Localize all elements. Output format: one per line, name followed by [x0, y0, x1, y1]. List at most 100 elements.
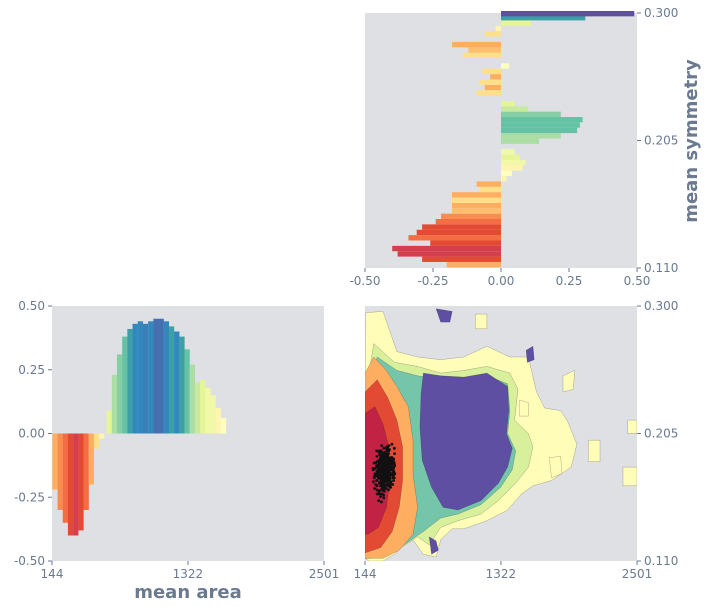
y-tick-label: -0.50 — [14, 554, 45, 568]
density-region — [475, 313, 488, 330]
area-histogram-bar — [73, 433, 79, 536]
area-histogram-bar — [122, 336, 128, 434]
symmetry-histogram-bar — [495, 25, 501, 32]
scatter-point — [380, 471, 383, 474]
area-histogram-bar — [127, 328, 133, 434]
scatter-point — [393, 446, 396, 450]
x-tick-label: 1322 — [486, 567, 517, 581]
symmetry-histogram-bar — [501, 170, 512, 177]
scatter-point — [379, 467, 383, 470]
area-histogram-bar — [205, 387, 211, 434]
symmetry-histogram-bar — [452, 202, 501, 209]
area-histogram-bar — [57, 433, 63, 510]
density-region — [622, 466, 637, 487]
symmetry-histogram-bar — [501, 149, 515, 155]
scatter-point — [383, 456, 386, 460]
scatter-point — [375, 479, 379, 482]
scatter-point — [393, 452, 396, 455]
scatter-point — [375, 449, 379, 453]
scatter-point — [379, 480, 382, 484]
scatter-point — [380, 488, 383, 492]
symmetry-histogram-bar — [422, 224, 501, 230]
scatter-point — [380, 500, 383, 504]
symmetry-histogram-bar — [501, 117, 583, 123]
area-histogram-bar — [106, 410, 112, 434]
area-histogram-bar — [132, 323, 138, 434]
scatter-point — [386, 480, 390, 484]
area-histogram-bar — [158, 318, 164, 434]
scatter-point — [387, 458, 390, 462]
symmetry-histogram-bar — [501, 154, 521, 160]
x-tick-label: 2501 — [309, 567, 340, 581]
scatter-point — [376, 469, 379, 473]
symmetry-histogram-bar — [481, 68, 501, 75]
x-tick-label: -0.25 — [417, 274, 448, 288]
area-histogram-bar — [142, 323, 149, 434]
scatter-point — [391, 476, 395, 480]
symmetry-histogram-bar — [422, 256, 501, 262]
symmetry-histogram-bar — [501, 106, 529, 112]
scatter-point — [384, 458, 388, 462]
density-region — [435, 308, 453, 323]
symmetry-histogram-bar — [501, 100, 515, 107]
area-histogram-bar — [163, 321, 170, 434]
scatter-point — [375, 488, 379, 492]
area-histogram-bar — [194, 382, 201, 434]
density-region — [562, 369, 575, 393]
x-tick-label: 0.50 — [624, 274, 651, 288]
scatter-point — [385, 473, 389, 477]
scatter-point — [377, 492, 381, 496]
density-region — [548, 456, 563, 479]
symmetry-histogram-bar — [479, 79, 501, 85]
scatter-point — [380, 450, 384, 454]
symmetry-histogram-bar — [501, 133, 561, 139]
scatter-point — [390, 468, 394, 472]
symmetry-histogram-bar — [501, 127, 578, 134]
symmetry-histogram-bar — [435, 219, 501, 225]
y-tick-label: 0.50 — [18, 299, 45, 313]
y-tick-label: 0.00 — [18, 427, 45, 441]
scatter-point — [382, 475, 386, 478]
y-tick-label: 0.300 — [644, 299, 678, 313]
density-region — [518, 399, 529, 417]
scatter-point — [391, 472, 395, 476]
symmetry-histogram-bar — [476, 90, 501, 96]
area-histogram-bar — [174, 331, 180, 434]
area-histogram-bar — [93, 433, 100, 449]
scatter-point — [375, 484, 379, 488]
y-tick-label: 0.205 — [644, 427, 678, 441]
symmetry-histogram-bar — [392, 245, 501, 252]
scatter-point — [383, 477, 387, 481]
area-histogram-bar — [88, 433, 95, 485]
area-histogram-bar — [153, 318, 159, 434]
area-histogram-bar — [99, 433, 105, 439]
area-histogram-bar — [111, 374, 118, 434]
scatter-point — [374, 472, 378, 476]
scatter-point — [377, 450, 381, 454]
area-histogram-bar — [116, 354, 123, 434]
scatter-point — [387, 488, 390, 492]
area-histogram-bar — [189, 364, 195, 434]
scatter-point — [387, 444, 391, 447]
scatter-point — [387, 452, 390, 455]
x-tick-label: 0.25 — [556, 274, 583, 288]
area-histogram-bar — [148, 321, 154, 434]
x-tick-label: 144 — [354, 567, 377, 581]
scatter-point — [389, 463, 393, 466]
density-region — [428, 536, 439, 555]
scatter-point — [381, 485, 385, 489]
scatter-point — [380, 444, 384, 447]
scatter-point — [379, 475, 383, 478]
scatter-point — [389, 485, 392, 489]
scatter-point — [384, 465, 387, 469]
area-histogram-bar — [83, 433, 89, 510]
area-histogram-bar — [168, 326, 175, 434]
scatter-point — [381, 483, 384, 486]
area-histogram-bar — [67, 433, 74, 536]
area-histogram-bar — [210, 395, 216, 434]
scatter-point — [384, 446, 388, 450]
scatter-point — [391, 483, 395, 486]
scatter-point — [372, 480, 375, 484]
symmetry-histogram-bar — [408, 235, 501, 241]
